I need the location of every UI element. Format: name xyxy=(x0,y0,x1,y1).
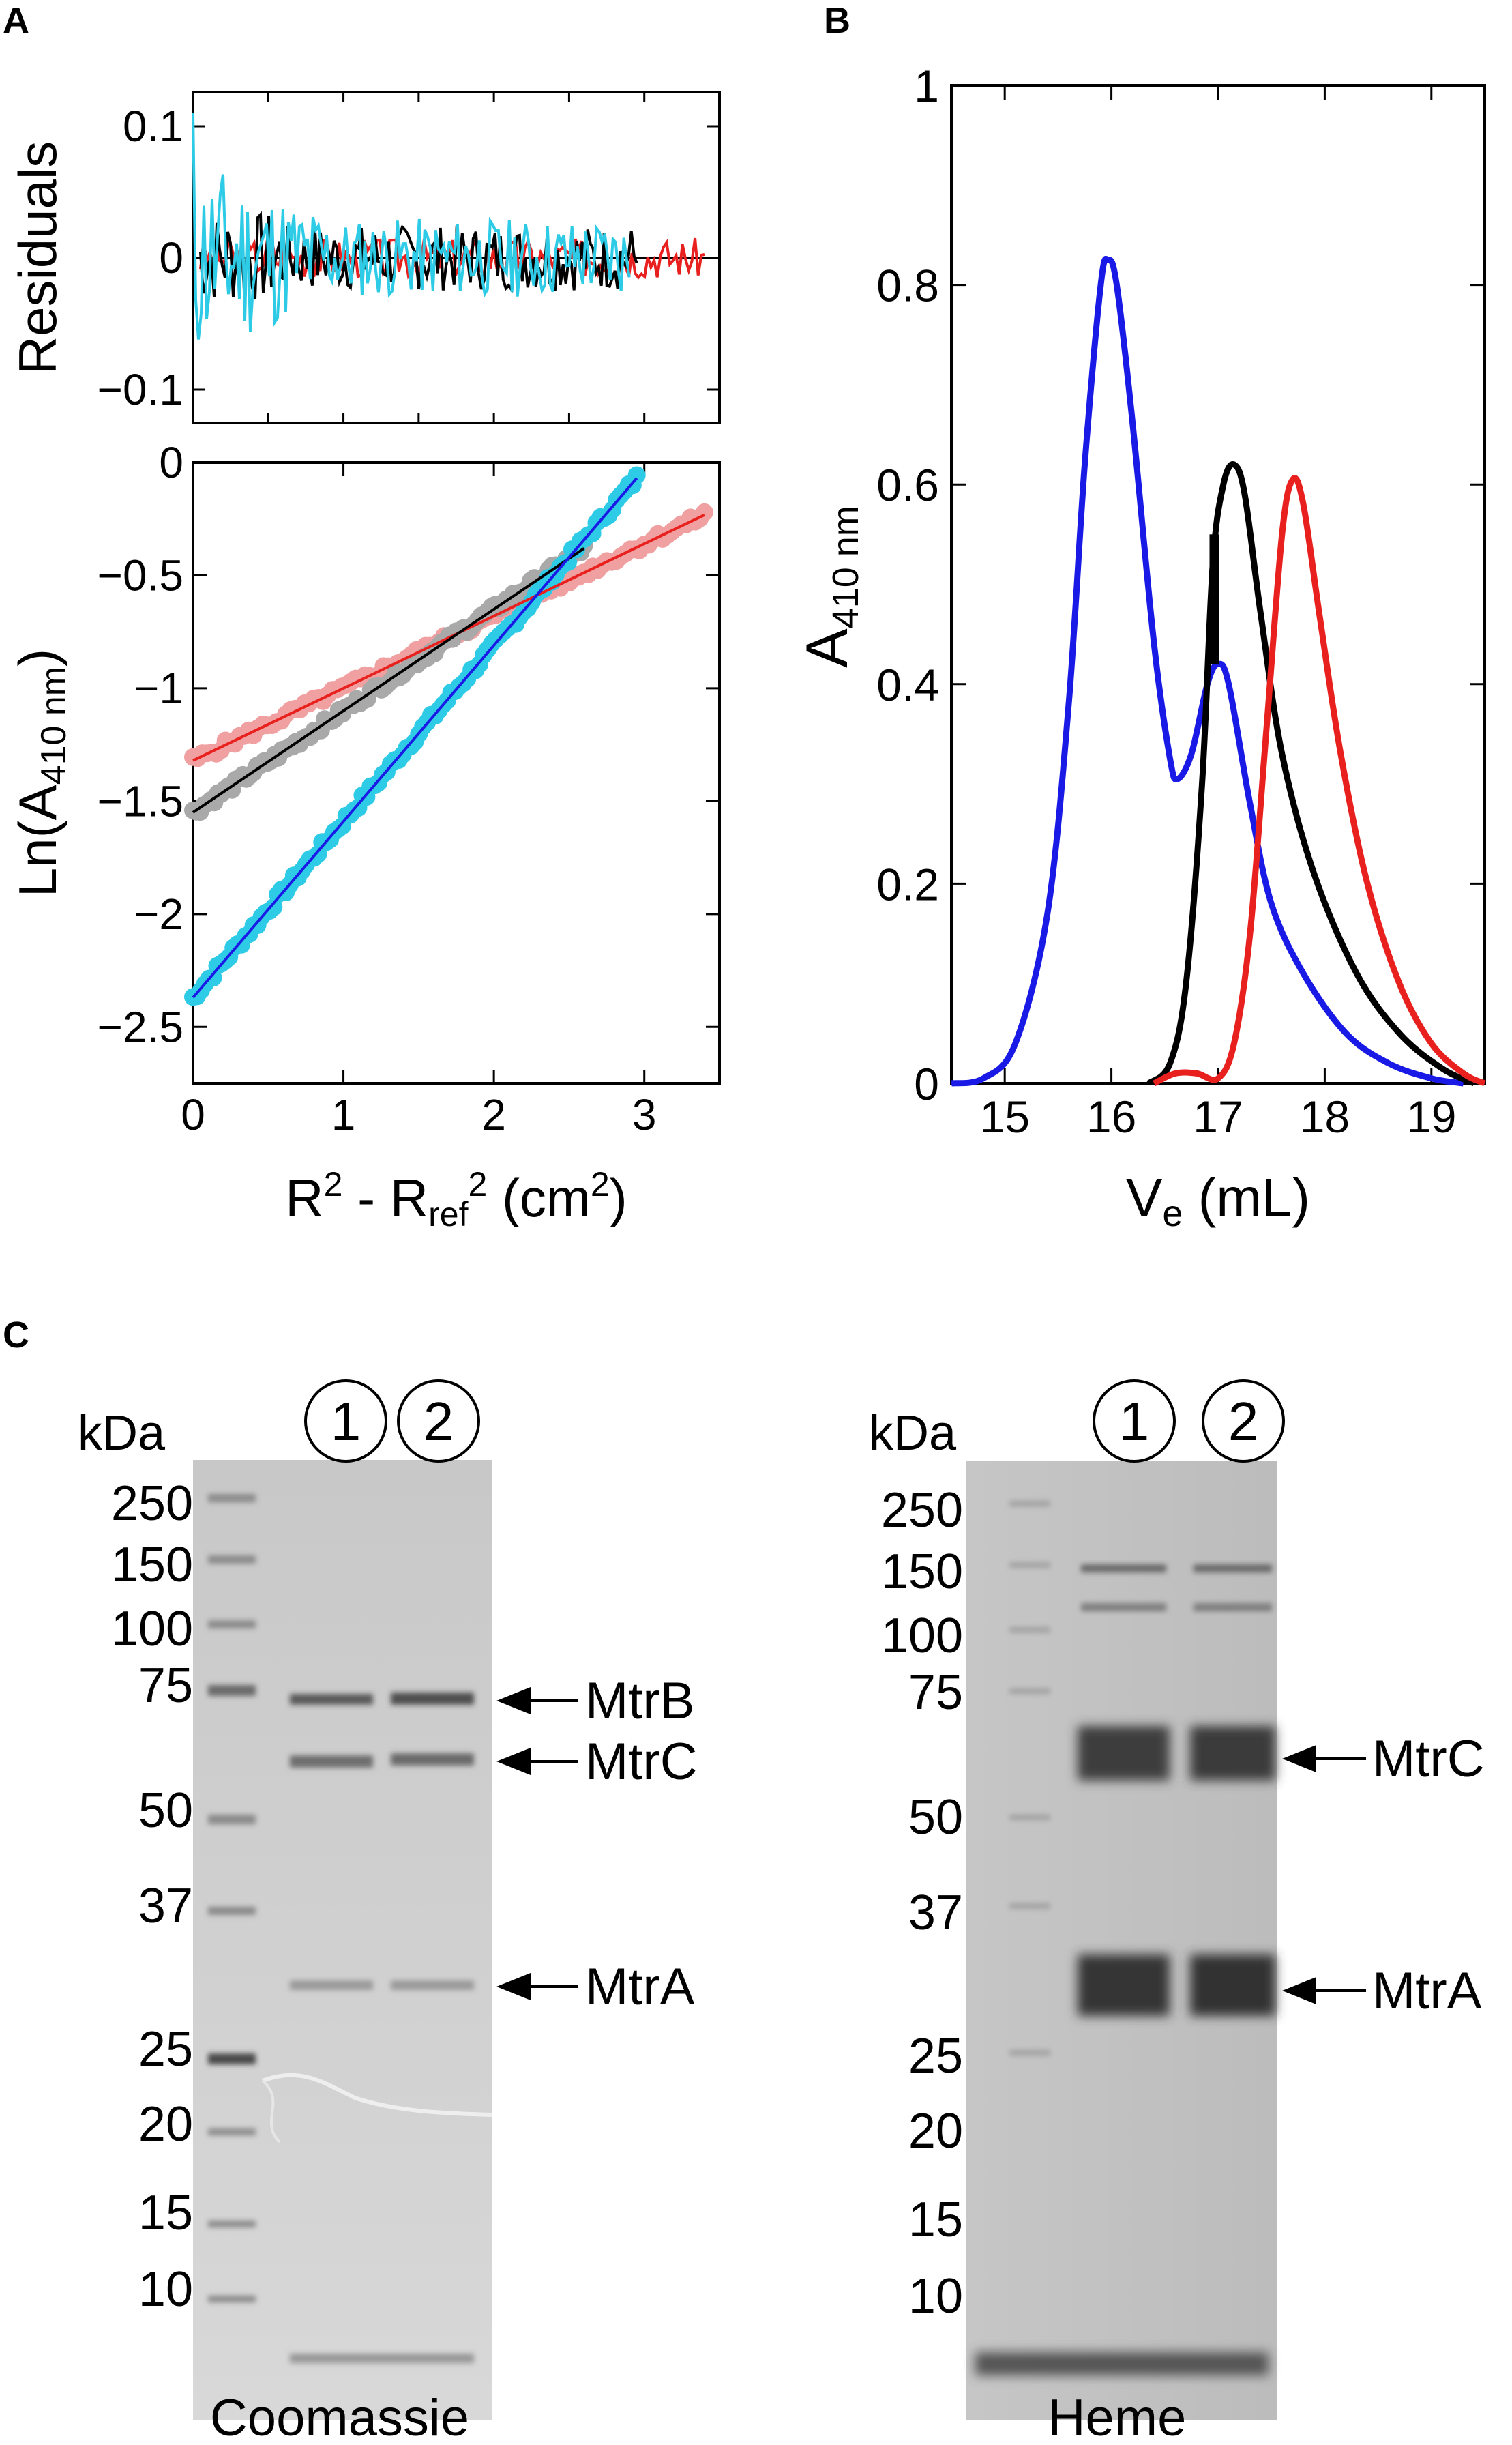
residuals-series-cyan xyxy=(192,113,631,340)
elution-curve-black xyxy=(1146,461,1476,1087)
band-annotation-label: MtrC xyxy=(1372,1730,1485,1788)
elution-x-tick-label: 15 xyxy=(979,1092,1029,1142)
elution-x-axis-label: Ve (mL) xyxy=(1126,1167,1310,1234)
coomassie-caption: Coomassie xyxy=(210,2389,469,2445)
residuals-y-tick-label: −0.1 xyxy=(98,365,183,414)
panel-label-a: A xyxy=(3,0,29,41)
lane-number-circle xyxy=(1202,1379,1285,1463)
gel-marker-label: 75 xyxy=(138,1658,193,1713)
panel-label-c: C xyxy=(3,1315,29,1356)
gel-marker-label: 50 xyxy=(138,1783,193,1838)
heme-gel-image xyxy=(966,1461,1277,2420)
coomassie-kda-label: kDa xyxy=(78,1406,166,1461)
elution-y-tick-label: 0.8 xyxy=(876,261,939,311)
lane-number-circle xyxy=(397,1379,480,1463)
ln-x-axis-label: R2 - Rref2 (cm2) xyxy=(285,1165,627,1233)
ln-fit-line-blue xyxy=(192,477,638,999)
gel-marker-label: 50 xyxy=(908,1790,963,1845)
ln-x-tick-label: 0 xyxy=(181,1090,205,1139)
coomassie-gel-image xyxy=(193,1460,492,2420)
residuals-y-axis-label: Residuals xyxy=(8,141,68,375)
elution-y-tick-label: 1 xyxy=(914,61,939,111)
ln-plot-frame xyxy=(192,461,721,1085)
lane-number-label: 1 xyxy=(331,1391,361,1452)
gel-marker-label: 75 xyxy=(908,1665,963,1720)
band-arrow-head xyxy=(496,1687,531,1714)
panel-label-b: B xyxy=(824,0,850,41)
ln-fit-line-red xyxy=(192,513,705,762)
band-arrow-head xyxy=(1282,1977,1316,2004)
elution-y-tick-label: 0.2 xyxy=(876,859,939,909)
gel-marker-label: 150 xyxy=(111,1538,193,1592)
elution-profile-plot: 0 0.2 0.4 0.6 0.8 1 15 16 17 18 19 A410 nm Ve (mL) xyxy=(795,61,1486,1234)
ln-y-tick-label: −2.5 xyxy=(98,1002,183,1051)
lane-number-label: 2 xyxy=(1228,1391,1259,1452)
coomassie-sample-bands xyxy=(290,1693,474,2363)
band-arrow-head xyxy=(1282,1745,1316,1772)
gel-marker-label: 15 xyxy=(908,2193,963,2247)
elution-x-tick-label: 19 xyxy=(1406,1092,1456,1142)
ln-data-point-cyan xyxy=(627,466,646,484)
ln-y-axis-label: Ln(A410 nm) xyxy=(8,649,74,897)
elution-curve-red xyxy=(1153,475,1486,1087)
heme-strong-bands xyxy=(975,1726,1275,2375)
ln-fit-line-black xyxy=(192,547,585,814)
elution-curve-blue xyxy=(951,255,1464,1087)
elution-y-tick-label: 0.4 xyxy=(876,660,939,710)
ln-x-tick-label: 3 xyxy=(632,1090,657,1139)
gel-marker-label: 10 xyxy=(908,2269,963,2324)
elution-black-artifact xyxy=(1209,534,1219,664)
band-arrow-head xyxy=(496,1973,531,2000)
gel-marker-label: 100 xyxy=(881,1609,963,1663)
ln-y-tick-label: −2 xyxy=(134,890,183,939)
gel-marker-label: 37 xyxy=(138,1879,193,1933)
gel-marker-label: 250 xyxy=(111,1476,193,1531)
residuals-plot: 0.1 0 −0.1 Residuals xyxy=(8,91,721,424)
elution-x-tick-label: 18 xyxy=(1300,1092,1350,1142)
elution-y-tick-label: 0 xyxy=(914,1059,939,1109)
lane-number-circle xyxy=(304,1379,387,1463)
gel-marker-label: 20 xyxy=(138,2097,193,2152)
lane-number-label: 2 xyxy=(424,1391,454,1452)
ln-y-tick-label: −1.5 xyxy=(98,776,183,825)
gel-marker-label: 100 xyxy=(111,1602,193,1656)
residuals-y-tick-label: 0.1 xyxy=(123,102,183,151)
band-annotation-label: MtrB xyxy=(585,1672,694,1730)
ln-x-tick-label: 1 xyxy=(331,1090,356,1139)
band-annotation-label: MtrA xyxy=(585,1958,695,2016)
gel-marker-label: 25 xyxy=(138,2022,193,2077)
elution-x-tick-label: 17 xyxy=(1193,1092,1243,1142)
gel-marker-label: 20 xyxy=(908,2104,963,2158)
gel-marker-label: 250 xyxy=(881,1483,963,1538)
gel-marker-label: 37 xyxy=(908,1886,963,1940)
ln-y-tick-label: 0 xyxy=(159,438,183,487)
ln-y-tick-label: −1 xyxy=(134,664,183,713)
elution-y-axis-label: A410 nm xyxy=(795,506,866,668)
heme-ladder xyxy=(1009,1501,1050,2055)
band-arrow-head xyxy=(496,1748,531,1775)
band-annotation-label: MtrA xyxy=(1372,1962,1482,2020)
ln-y-tick-label: −0.5 xyxy=(98,551,183,600)
heme-kda-label: kDa xyxy=(869,1406,957,1461)
elution-y-tick-label: 0.6 xyxy=(876,460,939,510)
band-annotation-label: MtrC xyxy=(585,1733,698,1791)
ln-absorbance-plot: 0 −0.5 −1 −1.5 −2 −2.5 0 1 2 3 Ln(A410 nm) R2 - R… xyxy=(8,438,721,1233)
elution-x-tick-label: 16 xyxy=(1086,1092,1136,1142)
residuals-y-tick-label: 0 xyxy=(159,233,183,282)
ln-x-tick-label: 2 xyxy=(481,1090,506,1139)
heme-sample-bands xyxy=(1081,1564,1272,1611)
lane-number-label: 1 xyxy=(1119,1391,1150,1452)
gel-marker-label: 150 xyxy=(881,1544,963,1599)
gel-marker-label: 25 xyxy=(908,2029,963,2083)
lane-number-circle xyxy=(1093,1379,1176,1463)
heme-caption: Heme xyxy=(1048,2389,1187,2445)
gel-marker-label: 10 xyxy=(138,2262,193,2317)
gel-marker-label: 15 xyxy=(138,2186,193,2240)
coomassie-ladder xyxy=(208,1494,256,2302)
